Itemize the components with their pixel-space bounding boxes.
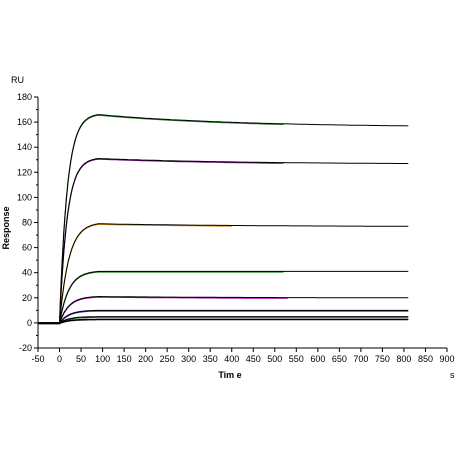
series-fit-line — [38, 270, 409, 324]
x-tick-label: 500 — [267, 354, 282, 364]
y-ticks: -20 0 20 40 60 80 100 120 140 160 180 — [17, 92, 38, 353]
x-tick-label: 600 — [310, 354, 325, 364]
y-axis-title: Response — [1, 206, 11, 249]
series-fit-line — [38, 316, 409, 324]
series-fit-line — [38, 223, 409, 324]
series-raw-line — [38, 114, 284, 325]
x-tick-label: 750 — [375, 354, 390, 364]
x-tick-label: 850 — [418, 354, 433, 364]
x-axis-title: Tim e — [218, 370, 241, 380]
y-tick-label: 120 — [17, 167, 32, 177]
x-tick-label: 900 — [439, 354, 454, 364]
x-tick-label: 50 — [76, 354, 86, 364]
x-tick-label: 200 — [138, 354, 153, 364]
x-tick-label: 250 — [160, 354, 175, 364]
y-tick-label: 60 — [22, 243, 32, 253]
x-tick-label: 0 — [57, 354, 62, 364]
x-tick-label: 100 — [95, 354, 110, 364]
series-raw-line — [38, 316, 409, 325]
series-layer — [38, 114, 409, 325]
x-tick-label: 450 — [246, 354, 261, 364]
x-tick-label: 650 — [332, 354, 347, 364]
y-tick-label: 20 — [22, 293, 32, 303]
series-raw-line — [38, 319, 409, 325]
x-tick-label: 350 — [203, 354, 218, 364]
y-unit-label: RU — [11, 75, 24, 85]
x-tick-label: 400 — [224, 354, 239, 364]
x-tick-label: 800 — [396, 354, 411, 364]
y-tick-label: 0 — [27, 318, 32, 328]
y-tick-label: 140 — [17, 142, 32, 152]
x-tick-label: 150 — [117, 354, 132, 364]
y-tick-label: 100 — [17, 192, 32, 202]
series-fit-line — [38, 318, 409, 324]
series-fit-line — [38, 157, 409, 324]
y-tick-label: 160 — [17, 117, 32, 127]
x-tick-label: 300 — [181, 354, 196, 364]
x-tick-label: 700 — [353, 354, 368, 364]
y-tick-label: 40 — [22, 268, 32, 278]
series-fit-line — [38, 309, 409, 324]
series-fit-line — [38, 295, 409, 324]
y-tick-label: 80 — [22, 218, 32, 228]
x-tick-label: 550 — [289, 354, 304, 364]
x-tick-label: -50 — [31, 354, 44, 364]
y-tick-label: 180 — [17, 92, 32, 102]
series-fit-line — [38, 114, 409, 324]
series-raw-line — [38, 310, 409, 325]
x-unit-label: s — [450, 370, 455, 380]
y-tick-label: -20 — [19, 343, 32, 353]
x-ticks: -50 0 50 100 150 200 250 300 350 400 450 500 550 600 6… — [31, 348, 455, 364]
